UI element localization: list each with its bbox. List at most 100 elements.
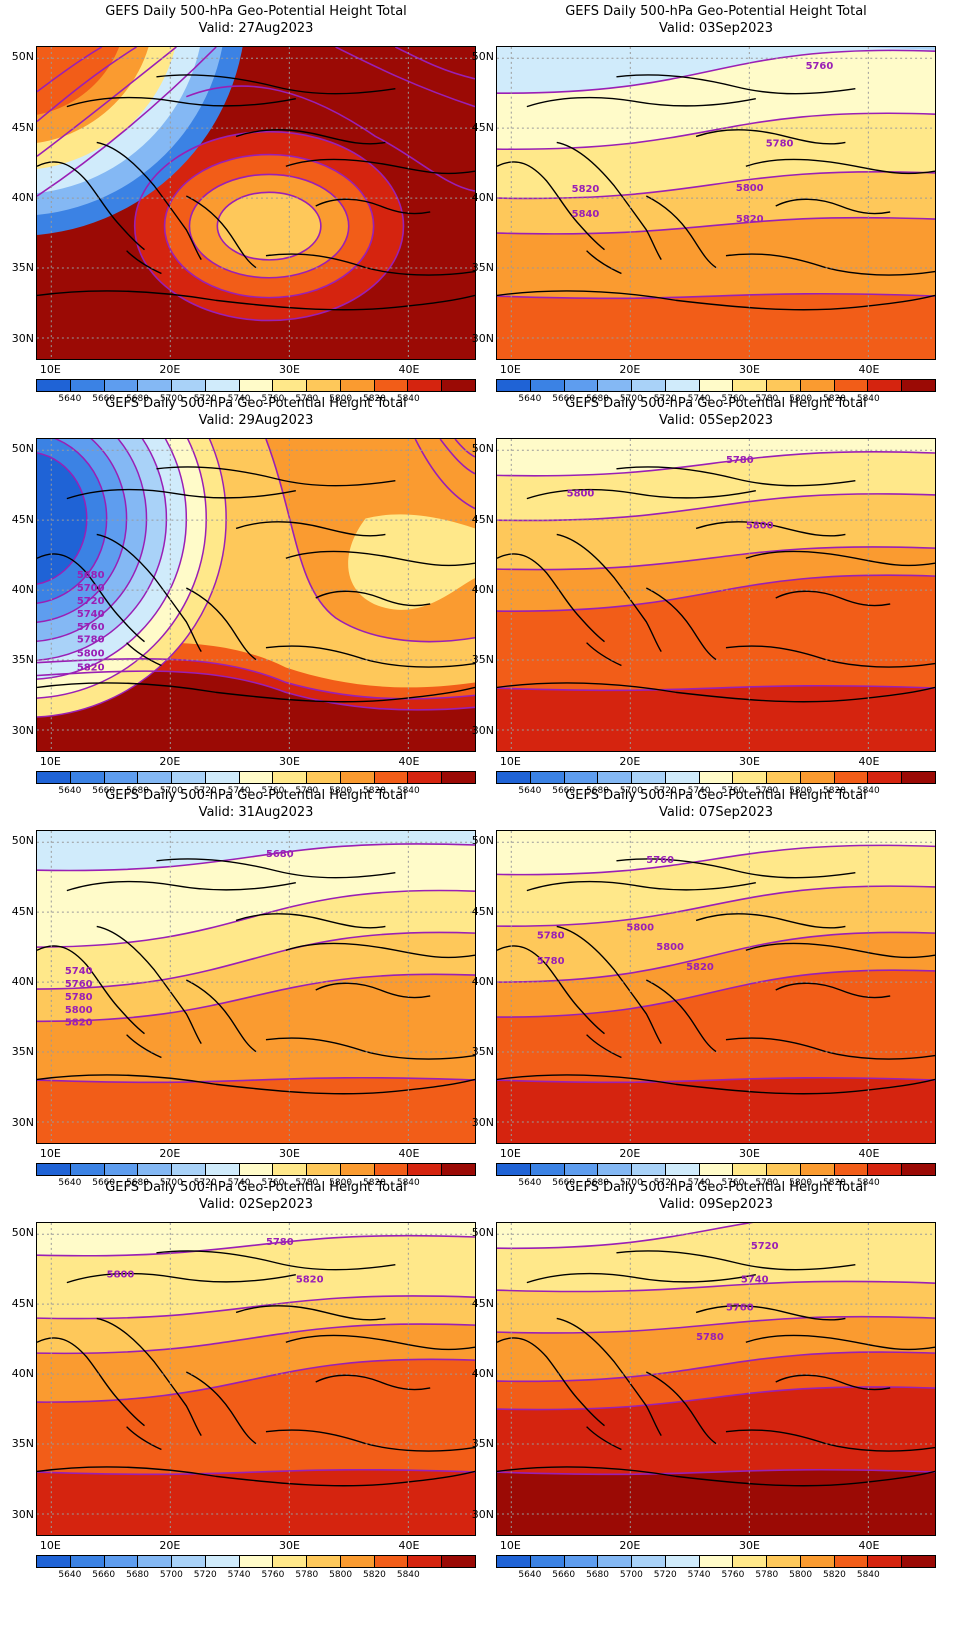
coastline xyxy=(37,553,145,643)
contour-label: 5680 xyxy=(77,570,105,581)
contour-labels: 5680 5740 5760 5780 5800 5820 xyxy=(65,849,294,1029)
colorbar-swatch xyxy=(408,1164,443,1175)
contour-line xyxy=(439,439,475,475)
coastline xyxy=(285,158,475,175)
longitude-label: 30E xyxy=(738,1147,760,1160)
contour-label: 5760 xyxy=(726,1302,754,1313)
panel-valid-date: Valid: 27Aug2023 xyxy=(198,21,314,36)
colorbar-swatch xyxy=(442,1556,475,1567)
map-canvas xyxy=(37,47,475,359)
colorbar-label: 5760 xyxy=(261,1570,285,1580)
colorbar-swatch xyxy=(340,1556,375,1567)
coastline xyxy=(235,129,386,145)
colorbar-label: 5720 xyxy=(653,786,677,796)
colorbar-label: 5720 xyxy=(653,1178,677,1188)
colorbar-label: 5840 xyxy=(396,1178,420,1188)
longitude-label: 30E xyxy=(738,363,760,376)
colorbar-swatch xyxy=(902,1164,935,1175)
latitude-label: 50N xyxy=(11,834,34,848)
colorbar-label: 5820 xyxy=(823,394,846,404)
contour-label: 5700 xyxy=(77,583,105,594)
colorbar-label: 5740 xyxy=(227,1178,251,1188)
colorbar-swatch xyxy=(868,772,903,783)
colorbar-swatch xyxy=(564,1164,599,1175)
colorbar-swatch xyxy=(273,1556,308,1567)
latitude-label: 45N xyxy=(471,512,494,526)
colorbar-label: 5660 xyxy=(552,1570,576,1580)
coastline xyxy=(646,979,717,1053)
colorbar-label: 5640 xyxy=(58,786,82,796)
coastline xyxy=(646,587,717,661)
longitude-label: 30E xyxy=(278,1539,300,1552)
coastline xyxy=(586,1034,622,1059)
lat-lon-grid xyxy=(497,1223,935,1535)
contour-label: 5680 xyxy=(266,849,294,860)
contour-label: 5820 xyxy=(686,962,714,973)
colorbar-label: 5840 xyxy=(856,394,880,404)
longitude-label: 40E xyxy=(398,1539,420,1552)
contour-label: 5760 xyxy=(646,855,674,866)
colorbar-swatch xyxy=(800,1556,835,1567)
colorbar-label: 5640 xyxy=(58,394,82,404)
forecast-panel: GEFS Daily 500-hPa Geo-Potential Height … xyxy=(460,0,942,410)
longitude-label: 20E xyxy=(619,363,641,376)
map-canvas: 5780 5800 5820 xyxy=(37,1223,475,1535)
contour-label: 5820 xyxy=(65,1018,93,1029)
contour-label: 5800 xyxy=(626,922,654,933)
colorbar-swatch xyxy=(172,1556,206,1567)
colorbar-swatch xyxy=(104,772,139,783)
field-band xyxy=(37,671,475,751)
contour-line xyxy=(497,1468,935,1476)
coastline xyxy=(66,488,296,500)
colorbar-swatch xyxy=(665,772,700,783)
longitude-label: 40E xyxy=(398,755,420,768)
contour-line xyxy=(216,191,322,261)
coastline xyxy=(37,1466,475,1487)
longitude-label: 30E xyxy=(278,1147,300,1160)
contour-line xyxy=(265,439,475,643)
colorbar-swatch xyxy=(665,380,700,391)
forecast-panel: GEFS Daily 500-hPa Geo-Potential Height … xyxy=(0,1176,482,1586)
contour-label: 5800 xyxy=(77,649,105,660)
colorbar-swatch xyxy=(307,772,341,783)
colorbar xyxy=(496,1163,936,1176)
colorbar-swatch xyxy=(340,1164,375,1175)
colorbar-label: 5680 xyxy=(586,786,609,796)
coastline xyxy=(556,1317,662,1437)
latitude-label: 50N xyxy=(471,50,494,64)
coastline xyxy=(126,642,162,667)
longitude-label: 10E xyxy=(499,755,521,768)
coastline xyxy=(497,161,605,251)
coastline xyxy=(126,250,162,275)
latitude-label: 35N xyxy=(11,1437,34,1451)
colorbar-swatch xyxy=(307,1556,341,1567)
colorbar-label: 5680 xyxy=(586,394,609,404)
contour-line xyxy=(37,670,475,711)
longitude-label: 10E xyxy=(39,363,61,376)
contour-label: 5800 xyxy=(107,1270,135,1281)
coastline xyxy=(96,533,202,653)
longitude-label: 10E xyxy=(39,755,61,768)
height-contours xyxy=(37,1234,475,1476)
coastlines xyxy=(37,466,475,703)
colorbar-swatch xyxy=(834,380,869,391)
panel-title: GEFS Daily 500-hPa Geo-Potential Height … xyxy=(565,788,867,803)
contour-line xyxy=(37,47,137,123)
coastline xyxy=(315,1374,431,1391)
colorbar-swatch xyxy=(307,380,341,391)
coastline xyxy=(37,682,475,703)
colorbar-label: 5780 xyxy=(755,1178,779,1188)
colorbar-swatch xyxy=(598,772,633,783)
colorbar-swatch xyxy=(104,1164,139,1175)
colorbar-label: 5780 xyxy=(295,1178,319,1188)
colorbar-swatch xyxy=(37,380,71,391)
longitude-label: 10E xyxy=(39,1539,61,1552)
contour-label: 5780 xyxy=(65,992,93,1003)
colorbar-label: 5800 xyxy=(789,1570,813,1580)
contour-line xyxy=(37,439,168,661)
colorbar-label: 5820 xyxy=(363,394,386,404)
contour-line xyxy=(395,47,475,80)
colorbar-label: 5760 xyxy=(261,394,285,404)
longitude-label: 10E xyxy=(499,1539,521,1552)
contour-line xyxy=(37,1323,475,1355)
